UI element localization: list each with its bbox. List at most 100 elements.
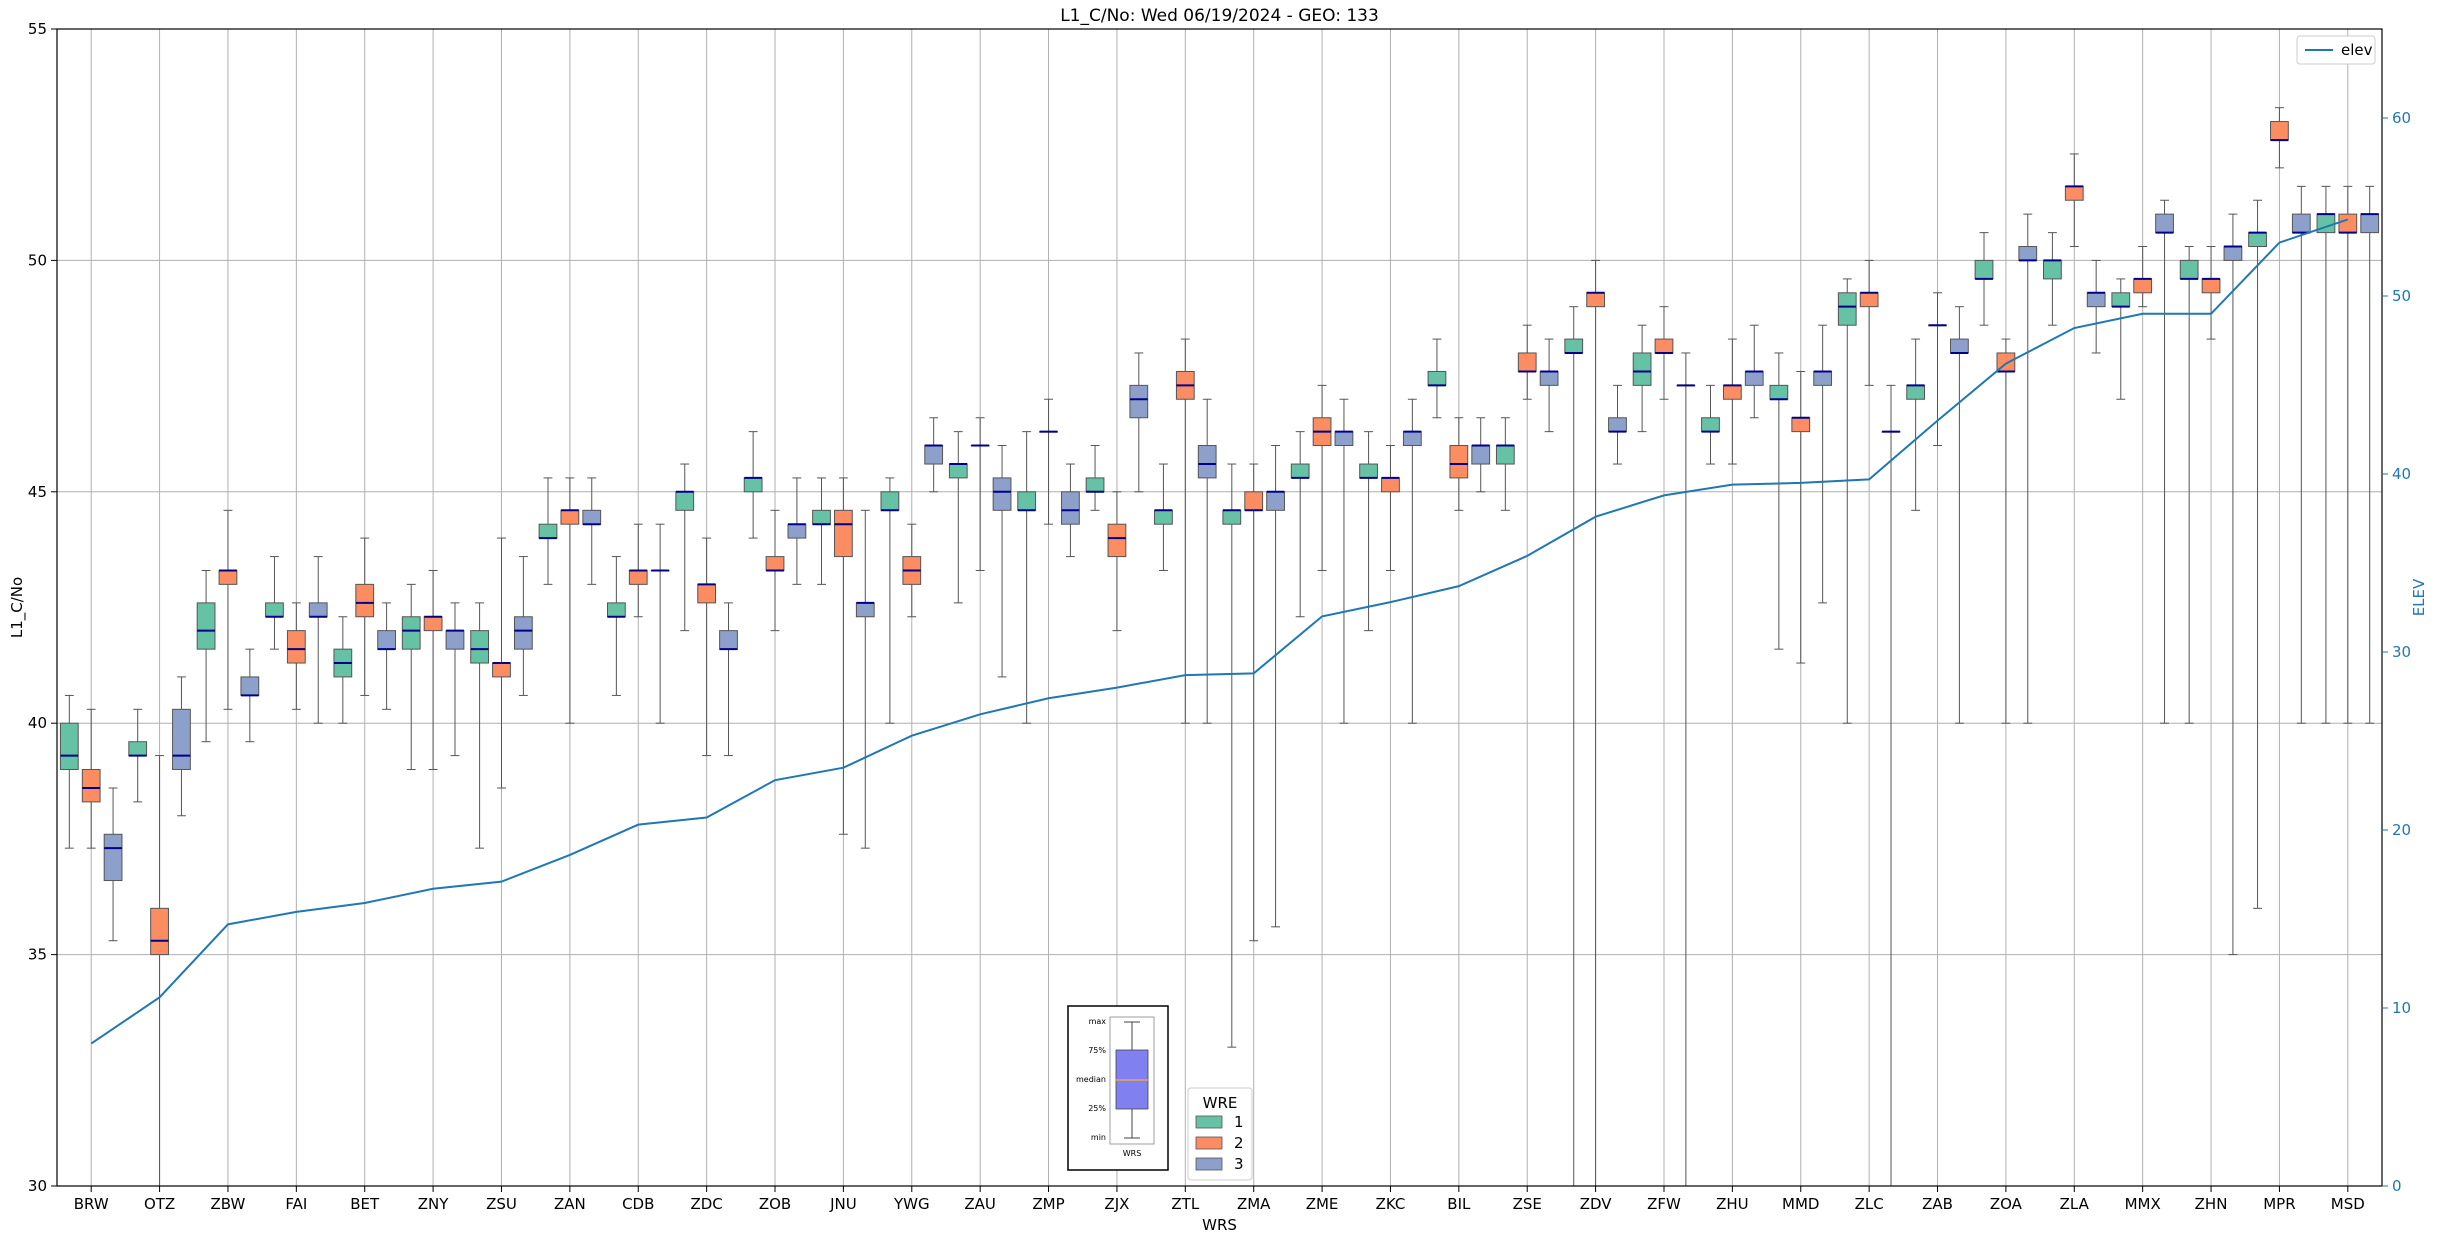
box-iqr <box>1722 384 1742 400</box>
box-iqr <box>675 491 695 511</box>
box-iqr <box>2155 213 2174 234</box>
box-iqr <box>2248 232 2267 248</box>
box-wre-1 <box>1222 463 1242 1048</box>
box-iqr <box>2064 185 2084 201</box>
box-iqr <box>1539 370 1559 386</box>
x-tick-label: MMD <box>1782 1195 1819 1213</box>
box-wre-1 <box>1974 232 1994 326</box>
box-wre-2 <box>1107 491 1127 632</box>
box-wre-2 <box>1312 384 1332 571</box>
box-iqr <box>492 662 511 678</box>
box-wre-1 <box>1769 352 1789 650</box>
x-axis-label: WRS <box>1202 1216 1237 1234</box>
box-iqr <box>1517 352 1537 372</box>
box-wre-1 <box>1017 431 1037 724</box>
key-label: median <box>1076 1075 1106 1084</box>
box-key: max 75% median 25% min WRS <box>1067 1005 1169 1171</box>
box-iqr <box>1402 431 1422 447</box>
box-wre-2 <box>218 509 238 710</box>
x-tick-label: ZSU <box>486 1195 517 1213</box>
box-wre-2 <box>1039 398 1058 525</box>
box-iqr <box>2201 278 2221 294</box>
box-wre-3 <box>1334 398 1354 724</box>
box-wre-2 <box>1791 370 1811 664</box>
box-wre-2 <box>423 569 443 770</box>
wre-legend-title: WRE <box>1203 1094 1238 1112</box>
box-wre-2 <box>834 477 853 835</box>
key-label: 25% <box>1088 1104 1106 1113</box>
box-iqr <box>1654 338 1674 354</box>
box-wre-1 <box>401 583 421 770</box>
box-wre-3 <box>308 556 328 724</box>
box-wre-1 <box>1427 338 1447 419</box>
box-wre-3 <box>2291 185 2311 724</box>
wre-legend-swatch <box>1195 1157 1223 1171</box>
elev-line <box>90 218 2349 1045</box>
y2-tick-label: 20 <box>2392 821 2411 839</box>
key-label: max <box>1089 1017 1107 1026</box>
box-iqr <box>59 722 79 770</box>
box-iqr <box>196 602 216 650</box>
y2-tick-label: 0 <box>2392 1177 2402 1195</box>
box-wre-3 <box>2155 199 2174 724</box>
box-wre-3 <box>1744 324 1764 419</box>
box-wre-2 <box>492 537 511 789</box>
box-iqr <box>1564 338 1584 354</box>
wre-legend-label: 1 <box>1234 1113 1244 1131</box>
box-wre-3 <box>787 477 807 585</box>
chart-title: L1_C/No: Wed 06/19/2024 - GEO: 133 <box>1060 6 1379 26</box>
box-iqr <box>150 907 169 956</box>
y-tick-label: 50 <box>28 251 47 269</box>
box-wre-1 <box>265 556 284 650</box>
box-wre-1 <box>196 569 216 743</box>
box-wre-3 <box>2223 213 2243 956</box>
x-tick-label: YWG <box>893 1195 930 1213</box>
box-wre-3 <box>1539 338 1559 433</box>
x-tick-label: ZSE <box>1513 1195 1542 1213</box>
box-wre-2 <box>81 708 101 849</box>
box-wre-1 <box>1906 338 1926 511</box>
box-wre-3 <box>1197 398 1217 724</box>
box-wre-1 <box>1290 431 1310 618</box>
box-wre-2 <box>628 523 648 618</box>
box-wre-1 <box>675 463 695 632</box>
box-wre-3 <box>1813 324 1833 604</box>
wre-legend-label: 3 <box>1234 1155 1244 1173</box>
box-iqr <box>1950 338 1969 354</box>
box-iqr <box>172 708 191 770</box>
key-inner-frame <box>1109 1016 1155 1145</box>
box-wre-2 <box>1449 417 1469 511</box>
box-iqr <box>2270 121 2289 141</box>
x-tick-label: ZHU <box>1716 1195 1749 1213</box>
box-wre-1 <box>743 431 763 539</box>
x-tick-label: ZAB <box>1922 1195 1953 1213</box>
box-wre-1 <box>470 602 489 849</box>
box-iqr <box>1769 384 1789 400</box>
box-wre-2 <box>355 537 375 696</box>
x-tick-label: MPR <box>2263 1195 2295 1213</box>
box-wre-2 <box>1996 338 2016 724</box>
box-iqr <box>423 616 443 632</box>
x-tick-label: OTZ <box>144 1195 175 1213</box>
wre-legend-frame <box>1187 1087 1253 1181</box>
box-wre-1 <box>2316 185 2336 724</box>
box-wre-2 <box>2270 107 2289 169</box>
box-wre-3 <box>1266 445 1285 928</box>
box-wre-1 <box>538 477 558 585</box>
box-iqr <box>1085 477 1105 493</box>
box-iqr <box>2133 278 2153 294</box>
x-tick-label: CDB <box>622 1195 654 1213</box>
box-wre-2 <box>1722 338 1742 465</box>
box-wre-2 <box>1175 338 1195 724</box>
box-wre-3 <box>924 417 944 493</box>
box-iqr <box>538 523 558 539</box>
box-iqr <box>2086 292 2106 308</box>
box-iqr <box>1381 477 1400 493</box>
box-wre-1 <box>2248 199 2267 909</box>
x-tick-label: BRW <box>74 1195 109 1213</box>
elev-legend-label: elev <box>2341 41 2373 59</box>
box-wre-1 <box>880 477 900 724</box>
box-wre-3 <box>1950 306 1969 724</box>
